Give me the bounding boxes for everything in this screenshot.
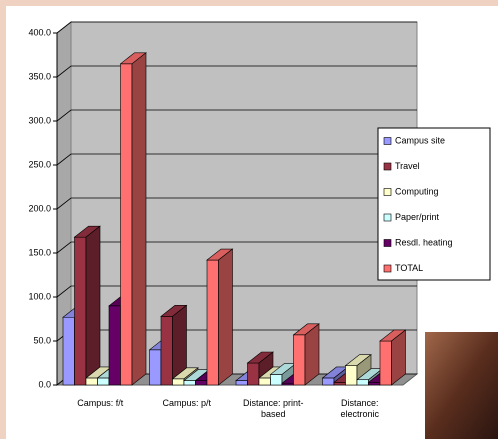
bar [74,236,87,386]
bar [85,377,98,386]
y-tick-label: 100.0 [28,291,51,301]
y-tick-label: 300.0 [28,115,51,125]
grid-line [56,241,417,254]
grid-line [56,109,417,122]
bar [293,334,306,386]
legend-swatch [383,239,392,247]
x-tick-label: Distance: print-based [242,398,304,419]
grid-line [56,65,417,78]
legend-label: Campus site [395,135,445,145]
bar-side [304,323,320,386]
bar-side [218,248,233,386]
bar [379,340,392,386]
legend-label: Paper/print [395,212,440,222]
y-tick-label: 50.0 [33,335,51,345]
bar [356,379,369,386]
bar [247,362,260,386]
x-tick-label: Campus: p/t [162,398,212,408]
x-tick-label: Campus: f/t [77,398,124,408]
legend-swatch [383,188,392,196]
grid-line [56,197,417,210]
bar [108,305,121,386]
legend-label: TOTAL [395,263,423,273]
bar [149,349,162,386]
bar [183,380,196,386]
grid-line [56,153,417,166]
legend-label: Computing [395,186,439,196]
bar [235,380,248,386]
bar [270,374,283,386]
legend [377,127,491,281]
bar [62,316,75,386]
y-tick-label: 350.0 [28,71,51,81]
bar [322,377,335,386]
bar [333,382,346,386]
bar [195,380,208,386]
bar [120,63,133,386]
photo [425,332,498,439]
y-tick-label: 150.0 [28,247,51,257]
grid-line [56,21,417,34]
bar-side [131,52,147,386]
bar [97,377,110,386]
legend-swatch [383,213,392,222]
bar-side [391,329,406,386]
bar [258,377,271,386]
y-tick-label: 400.0 [28,27,51,37]
y-tick-label: 200.0 [28,203,51,213]
x-tick-label: Distance: electronic [340,398,380,419]
y-tick-label: 250.0 [28,159,51,169]
legend-swatch [383,162,392,171]
bar [345,365,358,386]
bar [368,382,381,386]
legend-swatch [383,137,392,145]
legend-swatch [383,264,392,273]
legend-label: Travel [395,161,420,171]
bar [172,378,185,386]
bar-side [85,225,101,386]
legend-label: Resdl. heating [395,237,453,247]
bar [206,259,219,386]
y-tick-label: 0.0 [38,379,51,389]
bar [160,316,173,386]
grid-line [56,285,417,298]
